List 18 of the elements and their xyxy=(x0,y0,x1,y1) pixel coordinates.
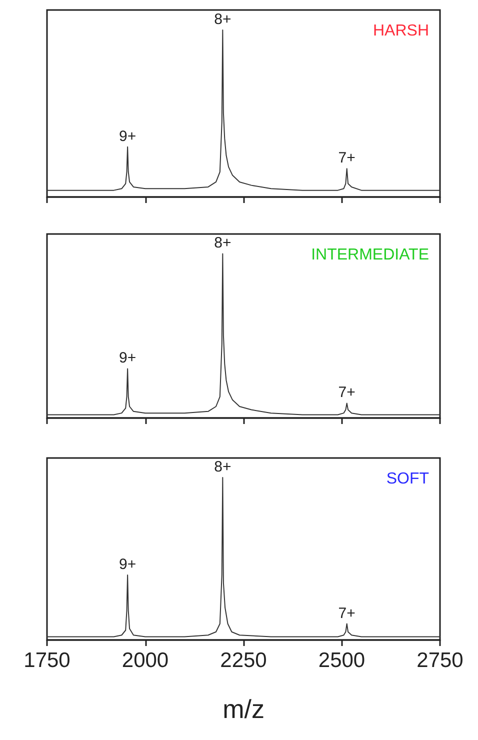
chart-title: INTERMEDIATE xyxy=(311,246,430,264)
annotation: 8+ xyxy=(214,11,232,28)
x-axis-title: m/z xyxy=(222,694,264,724)
annotation: 8+ xyxy=(214,458,232,476)
annotation: 8+ xyxy=(214,234,232,252)
annotation: 7+ xyxy=(338,150,356,167)
x-tick-label: 2500 xyxy=(318,649,366,672)
annotation: 9+ xyxy=(119,556,136,573)
chart-title: SOFT xyxy=(386,470,430,488)
annotation: 7+ xyxy=(338,384,356,402)
x-tick-label: 2750 xyxy=(416,649,464,672)
annotation: 9+ xyxy=(119,350,136,367)
annotation: 7+ xyxy=(338,604,356,622)
x-tick-label: 2000 xyxy=(122,649,169,672)
annotation: 9+ xyxy=(119,128,136,145)
chart-title: HARSH xyxy=(372,22,430,40)
x-tick-label: 1750 xyxy=(24,649,70,672)
x-tick-label: 2250 xyxy=(220,649,267,672)
